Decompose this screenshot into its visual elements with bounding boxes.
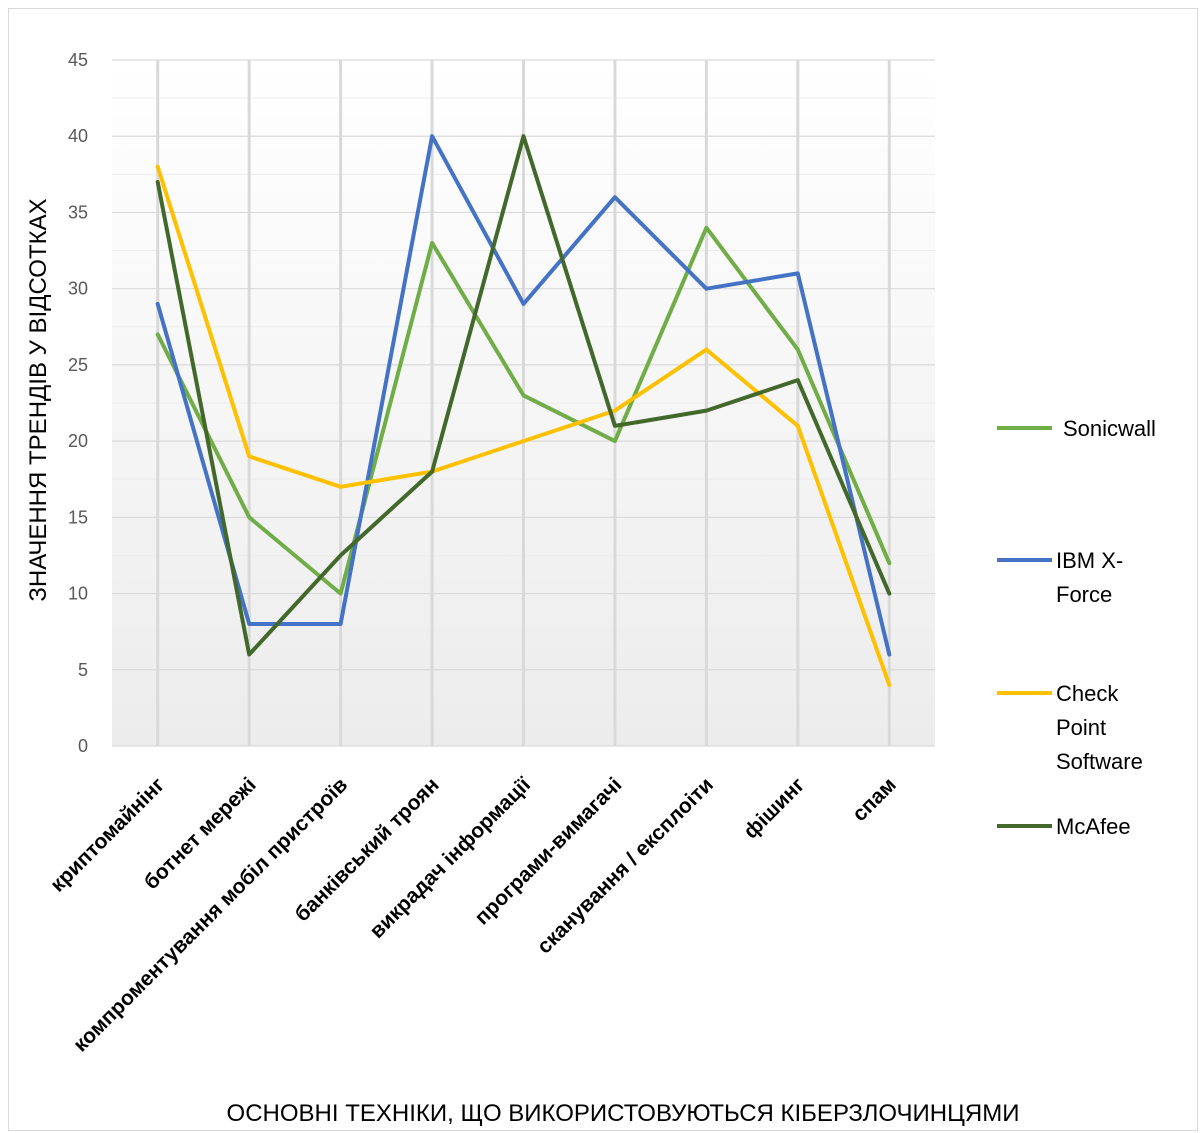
legend-label: Sonicwall <box>1063 416 1156 441</box>
y-tick-label: 25 <box>68 355 88 375</box>
series-lines <box>155 134 892 687</box>
y-tick-label: 45 <box>68 50 88 70</box>
x-category-label: викрадач інформації <box>365 773 535 943</box>
legend-label: McAfee <box>1056 814 1131 839</box>
y-tick-label: 40 <box>68 126 88 146</box>
legend-label: IBM X-Force <box>1056 548 1123 607</box>
x-axis-title: ОСНОВНІ ТЕХНІКИ, ЩО ВИКОРИСТОВУЮТЬСЯ КІБ… <box>227 1100 1020 1127</box>
y-tick-label: 5 <box>78 660 88 680</box>
legend-label: Check Point Software <box>1056 681 1143 774</box>
y-tick-label: 0 <box>78 736 88 756</box>
y-tick-label: 15 <box>68 507 88 527</box>
y-tick-label: 20 <box>68 431 88 451</box>
y-axis-ticks: 0 5 10 15 20 25 30 35 40 45 <box>68 50 88 756</box>
legend: Sonicwall IBM X-Force Check Point Software Mc… <box>997 416 1156 839</box>
series-line-check-point-software <box>155 164 892 687</box>
y-tick-label: 35 <box>68 202 88 222</box>
y-axis-title: ЗНАЧЕННЯ ТРЕНДІВ У ВІДСОТКАХ <box>25 198 52 601</box>
series-line-mcafee <box>155 134 892 657</box>
x-category-label: сканування / експлоіти <box>533 773 718 958</box>
series-line-sonicwall <box>155 225 892 596</box>
x-category-label: спам <box>848 773 901 826</box>
x-category-label: програми-вимагачі <box>470 773 626 929</box>
y-tick-label: 10 <box>68 584 88 604</box>
y-tick-label: 30 <box>68 279 88 299</box>
x-category-label: фішинг <box>739 773 809 843</box>
